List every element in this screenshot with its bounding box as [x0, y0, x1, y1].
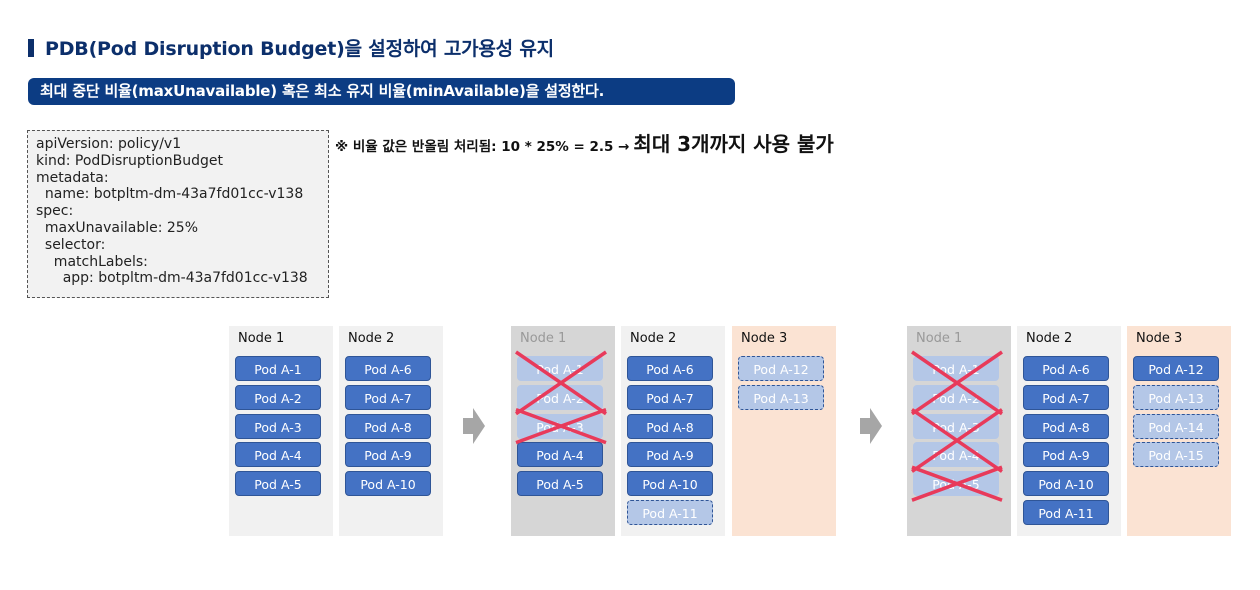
pod-evicted: Pod A-4: [913, 442, 999, 468]
cross-line: [911, 350, 1003, 416]
node-label: Node 2: [630, 331, 677, 346]
node-label: Node 1: [520, 331, 567, 346]
pod: Pod A-1: [235, 356, 321, 381]
cross-line: [911, 465, 1003, 502]
pod: Pod A-6: [1023, 356, 1109, 381]
pod: Pod A-9: [627, 442, 713, 468]
cross-line: [911, 408, 1003, 473]
pod: Pod A-3: [235, 413, 321, 439]
yaml-line: selector:: [36, 236, 106, 253]
node-column: Node 2 Pod A-6 Pod A-7 Pod A-8 Pod A-9 Pod A-…: [621, 326, 725, 536]
pod: Pod A-4: [517, 442, 603, 468]
pod: Pod A-7: [1023, 384, 1109, 410]
yaml-line: app: botpltm-dm-43a7fd01cc-v138: [36, 270, 308, 287]
pod: Pod A-5: [517, 471, 603, 497]
stage-arrow-2-icon: [860, 408, 882, 444]
rounding-note: ※ 비율 값은 반올림 처리됨: 10 * 25% = 2.5 → 최대 3개까…: [335, 128, 834, 157]
node-label: Node 3: [741, 331, 788, 346]
evicted-cross-icon: [515, 350, 607, 445]
rounding-note-emphasis: 최대 3개까지 사용 불가: [633, 132, 834, 156]
pod-pending: Pod A-15: [1133, 442, 1219, 468]
yaml-line: kind: PodDisruptionBudget: [36, 152, 223, 169]
rounding-note-text: ※ 비율 값은 반올림 처리됨: 10 * 25% = 2.5 →: [335, 139, 630, 155]
page-title: PDB(Pod Disruption Budget)을 설정하여 고가용성 유지: [45, 38, 554, 60]
subtitle-banner: 최대 중단 비율(maxUnavailable) 혹은 최소 유지 비율(min…: [28, 78, 735, 105]
evicted-cross-icon: [911, 350, 1003, 502]
pod-evicted: Pod A-2: [913, 384, 999, 410]
pod: Pod A-2: [235, 384, 321, 410]
cross-line: [515, 407, 607, 445]
yaml-line: metadata:: [36, 169, 109, 186]
pod: Pod A-10: [1023, 471, 1109, 497]
node-column: Node 2 Pod A-6 Pod A-7 Pod A-8 Pod A-9 Pod A-…: [1017, 326, 1121, 536]
node-column: Node 3 Pod A-12 Pod A-13 Pod A-14 Pod A-15: [1127, 326, 1231, 536]
pod: Pod A-8: [1023, 413, 1109, 439]
pod-evicted: Pod A-2: [517, 384, 603, 410]
pod: Pod A-6: [345, 356, 431, 381]
node-column: Node 1 Pod A-1 Pod A-2 Pod A-3 Pod A-4 Pod A-…: [229, 326, 333, 536]
pod: Pod A-7: [345, 384, 431, 410]
yaml-line: apiVersion: policy/v1: [36, 136, 182, 152]
pod: Pod A-9: [345, 442, 431, 468]
pod-pending: Pod A-14: [1133, 413, 1219, 439]
title-accent-bar: [28, 38, 34, 57]
cross-line: [515, 350, 607, 416]
pod: Pod A-4: [235, 442, 321, 468]
node-column: Node 3 Pod A-12 Pod A-13: [732, 326, 836, 536]
node-label: Node 1: [238, 331, 285, 346]
node-column: Node 2 Pod A-6 Pod A-7 Pod A-8 Pod A-9 Pod A-…: [339, 326, 443, 536]
node-label: Node 2: [1026, 331, 1073, 346]
pod: Pod A-11: [1023, 500, 1109, 525]
node-label: Node 3: [1136, 331, 1183, 346]
pod-pending: Pod A-13: [1133, 384, 1219, 410]
pod: Pod A-8: [627, 413, 713, 439]
stage-arrow-1-icon: [463, 408, 485, 444]
yaml-line: spec:: [36, 203, 74, 220]
pod: Pod A-8: [345, 413, 431, 439]
yaml-line: matchLabels:: [36, 253, 148, 270]
pod: Pod A-10: [627, 471, 713, 497]
yaml-line: maxUnavailable: 25%: [36, 219, 198, 236]
pod: Pod A-10: [345, 471, 431, 497]
pod-pending: Pod A-12: [738, 356, 824, 381]
pod: Pod A-6: [627, 356, 713, 381]
pdb-yaml-box: apiVersion: policy/v1 kind: PodDisruption…: [27, 130, 329, 298]
yaml-line: name: botpltm-dm-43a7fd01cc-v138: [36, 186, 304, 203]
pod: Pod A-12: [1133, 356, 1219, 381]
node-label: Node 1: [916, 331, 963, 346]
title: PDB(Pod Disruption Budget)을 설정하여 고가용성 유지: [28, 34, 554, 61]
pod-pending: Pod A-11: [627, 500, 713, 525]
node-label: Node 2: [348, 331, 395, 346]
pod-pending: Pod A-13: [738, 384, 824, 410]
pod: Pod A-9: [1023, 442, 1109, 468]
pod: Pod A-5: [235, 471, 321, 497]
pod: Pod A-7: [627, 384, 713, 410]
